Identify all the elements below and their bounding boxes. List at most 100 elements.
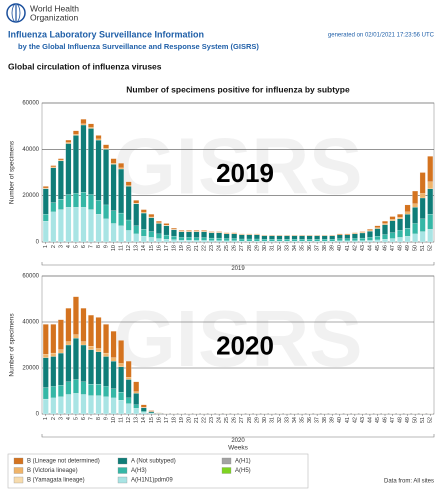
x-tick-label: 9 <box>104 417 110 420</box>
bar-segment <box>103 149 108 205</box>
x-tick-label: 36 <box>307 245 313 251</box>
legend-swatch <box>222 468 231 474</box>
bar-segment <box>397 217 402 219</box>
bar-segment <box>88 384 93 396</box>
bar-segment <box>216 241 221 242</box>
bar-segment <box>73 131 78 134</box>
x-tick-label: 17 <box>164 245 170 251</box>
bar-segment <box>186 237 191 240</box>
x-tick-label: 26 <box>232 417 238 423</box>
x-tick-label: 27 <box>239 245 245 251</box>
bar-segment <box>405 212 410 214</box>
bar-segment <box>58 397 63 414</box>
x-tick-label: 14 <box>141 417 147 423</box>
bar-segment <box>141 405 146 408</box>
bar-segment <box>58 160 63 161</box>
bar-segment <box>337 234 342 235</box>
bar-segment <box>164 223 169 225</box>
bar-segment <box>314 241 319 242</box>
bar-segment <box>292 241 297 242</box>
bar-segment <box>149 413 154 414</box>
legend-label: A(H3) <box>131 468 147 474</box>
y-tick-label: 60000 <box>22 101 39 107</box>
bar-segment <box>141 210 146 213</box>
bar-segment <box>111 211 116 224</box>
bar-segment <box>43 324 48 354</box>
bar-segment <box>73 380 78 394</box>
bar-segment <box>134 200 139 203</box>
bar-segment <box>111 358 116 361</box>
x-tick-label: 43 <box>360 245 366 251</box>
bar-segment <box>126 380 131 398</box>
x-axis-bracket <box>42 434 434 437</box>
bar-segment <box>43 354 48 357</box>
x-axis-bracket <box>42 262 434 265</box>
bar-segment <box>43 399 48 414</box>
x-tick-label: 19 <box>179 417 185 423</box>
bar-segment <box>209 241 214 242</box>
bar-segment <box>322 236 327 239</box>
bar-segment <box>330 241 335 242</box>
bar-segment <box>171 236 176 239</box>
bar-segment <box>314 239 319 241</box>
x-tick-label: 18 <box>171 245 177 251</box>
bar-segment <box>262 236 267 239</box>
bar-segment <box>330 236 335 239</box>
bar-segment <box>118 367 123 392</box>
x-tick-label: 40 <box>337 417 343 423</box>
bar-segment <box>149 217 154 218</box>
x-tick-label: 31 <box>269 245 275 251</box>
bar-segment <box>96 139 101 140</box>
legend-swatch <box>222 458 231 464</box>
x-tick-label: 51 <box>420 245 426 251</box>
x-tick-label: 3 <box>58 245 64 248</box>
page-title: Influenza Laboratory Surveillance Inform… <box>8 29 204 39</box>
bar-segment <box>367 229 372 230</box>
bar-segment <box>412 234 417 242</box>
x-tick-label: 40 <box>337 245 343 251</box>
bar-segment <box>209 233 214 238</box>
bar-segment <box>194 240 199 242</box>
legend-label: A(H5) <box>235 468 251 474</box>
legend-swatch <box>14 477 23 483</box>
bar-segment <box>43 388 48 400</box>
x-tick-label: 23 <box>209 245 215 251</box>
bar-segment <box>299 236 304 239</box>
x-tick-label: 6 <box>81 417 87 420</box>
bar-segment <box>375 240 380 242</box>
bar-segment <box>66 144 71 195</box>
bar-segment <box>111 164 116 210</box>
bar-segment <box>103 148 108 149</box>
bar-segment <box>277 241 282 242</box>
x-tick-label: 37 <box>315 417 321 423</box>
bar-segment <box>156 223 161 233</box>
bar-segment <box>118 363 123 366</box>
bar-segment <box>66 195 71 208</box>
bar-segment <box>126 186 131 220</box>
bar-segment <box>428 214 433 229</box>
bar-segment <box>51 386 56 398</box>
x-tick-label: 23 <box>209 417 215 423</box>
x-tick-label: 12 <box>126 245 132 251</box>
bar-segment <box>103 357 108 387</box>
bar-segment <box>81 124 86 125</box>
bar-segment <box>81 192 86 207</box>
bar-segment <box>103 205 108 219</box>
bar-segment <box>96 140 101 200</box>
bar-segment <box>88 127 93 128</box>
bar-segment <box>239 241 244 242</box>
y-tick-label: 40000 <box>22 320 39 326</box>
bar-segment <box>66 140 71 142</box>
bar-segment <box>367 240 372 242</box>
legend-label: A(H1) <box>235 459 251 465</box>
bar-segment <box>232 234 237 239</box>
bar-segment <box>239 239 244 241</box>
x-tick-label: 50 <box>413 245 419 251</box>
x-tick-label: 41 <box>345 245 351 251</box>
x-tick-label: 33 <box>284 417 290 423</box>
x-tick-label: 48 <box>398 245 404 251</box>
bar-segment <box>51 168 56 203</box>
bar-segment <box>194 232 199 238</box>
x-tick-label: 13 <box>134 417 140 423</box>
